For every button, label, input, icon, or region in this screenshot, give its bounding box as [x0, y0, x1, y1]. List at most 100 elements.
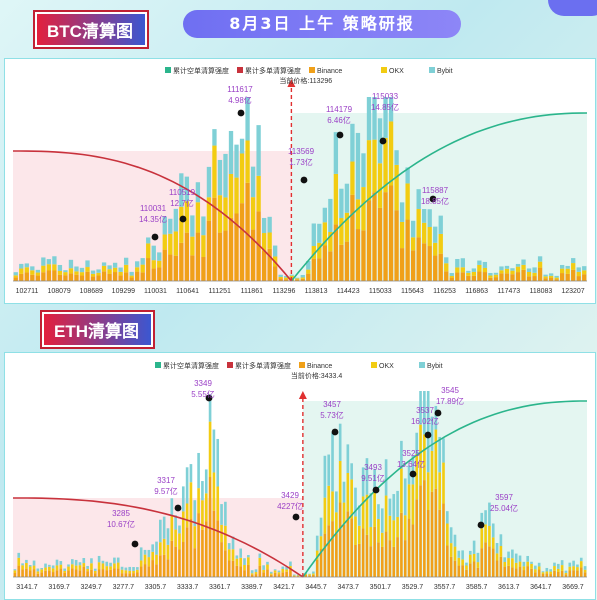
bar-binance	[388, 185, 394, 281]
bar-binance	[250, 229, 256, 281]
bar-bybit	[239, 138, 245, 154]
bar-bybit	[511, 549, 514, 559]
bar-okx	[434, 429, 438, 489]
bar-okx	[41, 265, 46, 273]
bar-okx	[204, 493, 208, 522]
bar-bybit	[423, 391, 426, 435]
bar-okx	[335, 512, 338, 534]
bar-bybit	[322, 207, 327, 223]
bar-binance	[568, 570, 572, 577]
bar-bybit	[48, 564, 51, 567]
annotation-price: 3537	[416, 406, 434, 415]
bar-bybit	[30, 266, 35, 271]
bar-binance	[576, 570, 579, 577]
bar-bybit	[295, 277, 300, 279]
x-tick-label: 3277.7	[113, 584, 135, 591]
bar-bybit	[143, 549, 147, 555]
bar-okx	[455, 267, 460, 273]
x-tick-label: 108079	[47, 288, 70, 295]
bar-bybit	[208, 394, 212, 422]
bar-bybit	[174, 515, 177, 530]
annotation-price: 3429	[281, 491, 299, 500]
bar-okx	[120, 569, 124, 574]
bar-okx	[86, 568, 89, 572]
bar-binance	[466, 275, 471, 281]
bar-okx	[522, 566, 526, 571]
bar-bybit	[407, 465, 411, 485]
bar-okx	[285, 569, 288, 572]
bar-okx	[109, 566, 112, 570]
bar-binance	[491, 548, 495, 577]
page-title: 8月3日 上午 策略研报	[183, 10, 461, 38]
bar-binance	[151, 560, 154, 577]
bar-okx	[57, 270, 63, 275]
bar-bybit	[300, 575, 304, 576]
bar-bybit	[317, 223, 322, 243]
bar-okx	[243, 565, 246, 571]
bar-bybit	[358, 505, 361, 526]
annotation-value: 1.73亿	[289, 157, 313, 167]
bar-binance	[442, 503, 445, 577]
bar-okx	[189, 482, 193, 519]
x-tick-label: 114423	[337, 288, 360, 295]
bar-bybit	[140, 258, 145, 265]
bar-binance	[273, 266, 278, 281]
bar-bybit	[365, 458, 369, 495]
bar-okx	[442, 462, 445, 504]
bar-binance	[204, 521, 208, 577]
bar-binance	[482, 272, 488, 281]
bar-okx	[278, 276, 283, 279]
annotation-price: 111617	[227, 85, 253, 94]
bar-binance	[44, 570, 47, 577]
bar-okx	[96, 272, 101, 276]
annotation-value: 9.51亿	[361, 473, 385, 483]
bar-bybit	[471, 268, 477, 272]
annotation-value: 9.57亿	[154, 486, 178, 496]
bar-okx	[438, 472, 441, 510]
bar-okx	[576, 271, 581, 277]
bar-binance	[460, 272, 465, 281]
x-tick-label: 115643	[401, 288, 424, 295]
bar-bybit	[384, 459, 388, 496]
bar-okx	[123, 264, 129, 273]
bar-binance	[71, 568, 74, 577]
bar-okx	[261, 233, 267, 251]
annotation-value: 17.89亿	[436, 396, 464, 406]
bar-binance	[346, 511, 350, 577]
bar-okx	[399, 221, 405, 249]
bar-okx	[239, 557, 242, 567]
bar-okx	[178, 533, 181, 550]
bar-okx	[323, 497, 327, 534]
bar-okx	[465, 565, 468, 570]
annotation-value: 5.73亿	[320, 410, 344, 420]
bar-bybit	[579, 557, 583, 562]
bar-bybit	[173, 208, 178, 232]
bar-binance	[354, 544, 357, 577]
bar-bybit	[543, 274, 548, 277]
bar-bybit	[179, 173, 184, 207]
bar-bybit	[461, 550, 464, 560]
bar-okx	[85, 267, 90, 272]
bar-binance	[317, 258, 322, 281]
bar-binance	[63, 572, 66, 577]
bar-okx	[446, 523, 449, 546]
bar-okx	[327, 485, 331, 526]
bar-binance	[269, 574, 273, 577]
bar-binance	[416, 237, 421, 281]
legend-swatch	[299, 362, 305, 368]
bar-binance	[224, 550, 227, 577]
bar-okx	[217, 195, 223, 233]
bar-bybit	[560, 560, 564, 566]
bar-okx	[113, 563, 116, 569]
bar-okx	[372, 139, 377, 193]
bar-okx	[405, 183, 410, 220]
bar-binance	[388, 540, 392, 577]
bar-binance	[151, 268, 156, 281]
annotation-value: 14.85亿	[371, 102, 399, 112]
bar-binance	[543, 278, 548, 281]
bar-okx	[223, 197, 228, 231]
bar-binance	[522, 570, 526, 577]
bar-binance	[438, 509, 441, 577]
eth-chart-panel: 3141.7 3169.7 3249.7 3277.7 3305.7 3333.7 3361…	[4, 352, 596, 600]
legend-label: Binance	[317, 68, 342, 75]
